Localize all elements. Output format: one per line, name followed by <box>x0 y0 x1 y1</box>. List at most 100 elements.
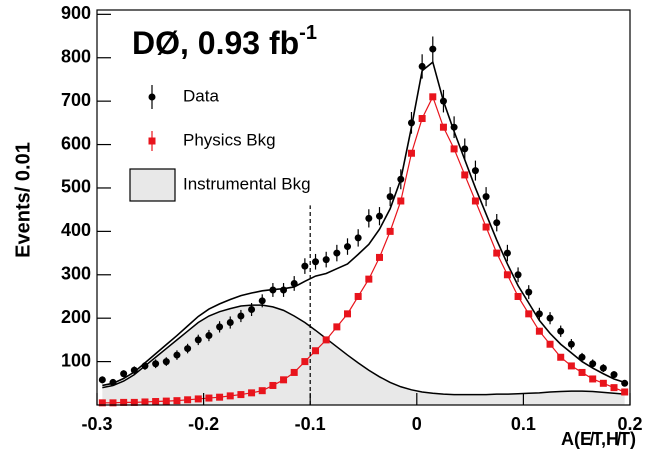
data-point <box>152 360 160 368</box>
data-point <box>418 62 426 70</box>
data-point <box>184 345 192 353</box>
data-point <box>599 364 607 372</box>
data-point <box>333 249 341 257</box>
data-point <box>312 258 320 266</box>
physics-point <box>482 223 490 231</box>
physics-point <box>439 123 447 131</box>
data-point <box>130 366 138 374</box>
physics-point <box>621 388 629 396</box>
x-tick-label: -0.2 <box>188 414 219 434</box>
data-point <box>237 312 245 320</box>
data-point <box>525 288 533 296</box>
physics-point <box>109 399 117 407</box>
y-tick-label: 200 <box>61 307 91 327</box>
physics-point <box>333 323 341 331</box>
data-point <box>461 145 469 153</box>
legend-marker <box>129 168 176 202</box>
data-point <box>269 286 277 294</box>
data-point <box>216 323 224 331</box>
physics-point <box>610 384 618 392</box>
physics-point <box>312 347 320 355</box>
legend-label: Data <box>183 86 219 105</box>
data-point <box>482 193 490 201</box>
data-point <box>493 219 501 227</box>
physics-point <box>226 392 234 400</box>
data-point <box>109 378 117 386</box>
y-tick-label: 500 <box>61 177 91 197</box>
physics-point <box>322 336 330 344</box>
data-point <box>610 371 618 379</box>
physics-point <box>184 396 192 404</box>
physics-point <box>589 375 597 383</box>
physics-point <box>503 271 511 279</box>
data-point <box>98 376 106 384</box>
physics-point <box>354 292 362 300</box>
physics-point <box>205 394 213 402</box>
data-point <box>386 193 394 201</box>
x-axis-label: A(E̸T,H̸T) <box>561 429 636 449</box>
legend-label: Physics Bkg <box>183 130 276 149</box>
physics-point <box>248 389 256 397</box>
physics-point <box>152 398 160 406</box>
data-point <box>514 271 522 279</box>
physics-point <box>450 145 458 153</box>
data-point <box>344 243 352 251</box>
data-point <box>226 319 234 327</box>
data-point <box>301 262 309 270</box>
data-point <box>194 336 202 344</box>
y-tick-label: 100 <box>61 350 91 370</box>
x-tick-label: -0.1 <box>295 414 326 434</box>
data-point <box>578 353 586 361</box>
instrumental-area <box>102 305 625 405</box>
data-point <box>375 212 383 220</box>
physics-point <box>280 376 288 384</box>
y-tick-label: 600 <box>61 133 91 153</box>
annotation-sup: -1 <box>299 22 317 44</box>
data-point <box>365 214 373 222</box>
data-point <box>471 167 479 175</box>
physics-point <box>173 397 181 405</box>
data-point <box>557 327 565 335</box>
physics-point <box>141 398 149 406</box>
physics-point <box>98 399 106 407</box>
plot-frame <box>96 9 631 406</box>
data-point <box>290 279 298 287</box>
data-point <box>621 379 629 387</box>
physics-point <box>535 327 543 335</box>
legend: Data Physics Bkg Instrumental Bkg <box>129 85 311 202</box>
data-point <box>322 256 330 264</box>
physics-point <box>237 391 245 399</box>
y-tick-label: 900 <box>61 3 91 23</box>
data-point <box>354 234 362 242</box>
x-tick-label: -0.3 <box>81 414 112 434</box>
physics-point <box>407 149 415 157</box>
physics-point <box>599 379 607 387</box>
physics-point <box>194 395 202 403</box>
physics-point <box>397 197 405 205</box>
physics-point <box>418 115 426 123</box>
data-point <box>205 332 213 340</box>
y-tick-label: 800 <box>61 46 91 66</box>
legend-label: Instrumental Bkg <box>183 174 311 193</box>
physics-point <box>546 340 554 348</box>
data-point <box>173 351 181 359</box>
physics-point <box>269 381 277 389</box>
physics-point <box>493 249 501 257</box>
physics-point <box>344 310 352 318</box>
data-point <box>120 370 128 378</box>
annotation-text: DØ, 0.93 fb <box>132 25 299 61</box>
data-point <box>407 119 415 127</box>
data-point <box>535 310 543 318</box>
data-point <box>429 45 437 53</box>
physics-point <box>471 197 479 205</box>
x-tick-label: 0 <box>412 414 422 434</box>
physics-point <box>216 393 224 401</box>
fit-curve <box>102 60 625 387</box>
data-point <box>248 306 256 314</box>
data-point <box>450 123 458 131</box>
physics-point <box>567 362 575 370</box>
data-point <box>280 286 288 294</box>
physics-point <box>258 387 266 395</box>
